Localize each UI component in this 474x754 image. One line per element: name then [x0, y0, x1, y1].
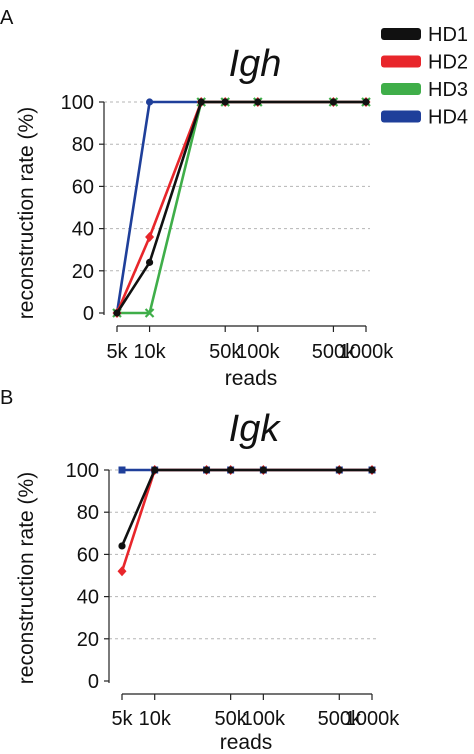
- panel-a-series-line-hd1: [115, 100, 366, 314]
- panel-b-point-hd1: [118, 542, 126, 550]
- panel-a-x-tick-label: 10k: [133, 341, 166, 363]
- panel-a-y-tick-label: 100: [61, 92, 94, 114]
- panel-a-x-tick-label: 1000k: [339, 341, 394, 363]
- legend-item-hd1: HD1: [381, 24, 468, 46]
- legend-swatch: [381, 83, 421, 95]
- panel-a-y-tick-label: 0: [83, 303, 94, 325]
- panel-a-x-axis-label: reads: [225, 367, 278, 390]
- panel-a-point-hd1: [113, 309, 121, 317]
- panel-b-y-tick-label: 60: [77, 544, 99, 566]
- panel-b-y-tick-label: 20: [77, 629, 99, 651]
- panel-b-point-hd1: [368, 466, 376, 474]
- panel-a-y-tick-label: 60: [72, 176, 94, 198]
- legend-swatch: [381, 28, 421, 40]
- panel-a-label: A: [0, 7, 14, 29]
- panel-b-point-hd1: [259, 466, 267, 474]
- panel-b-x-tick-label: 10k: [139, 708, 172, 730]
- legend-label: HD1: [428, 24, 468, 46]
- panel-a-point-hd1: [145, 258, 154, 266]
- legend-label: HD4: [428, 107, 468, 129]
- panel-a-point-hd1: [254, 98, 262, 106]
- panel-a-y-tick-label: 80: [72, 134, 94, 156]
- panel-b-y-tick-label: 40: [77, 587, 99, 609]
- panel-b-point-hd4: [118, 466, 126, 474]
- panel-a-x-tick-label: 100k: [236, 341, 280, 363]
- panel-a-series: [112, 97, 371, 318]
- panel-a-y-axis-label: reconstruction rate (%): [15, 107, 38, 319]
- panel-a-series-hd3: [112, 97, 371, 318]
- panel-a-grid: [104, 101, 370, 272]
- panel-b-x-tick-label: 500k: [318, 708, 362, 730]
- panel-b-point-hd2: [117, 566, 127, 577]
- panel-a-series-line-hd3: [117, 100, 366, 315]
- panel-a-y-tick-label: 40: [72, 219, 94, 241]
- panel-b-series: [117, 465, 377, 577]
- panel-b-x-tick-label: 1000k: [345, 708, 400, 730]
- panel-a-point-hd2: [145, 232, 155, 243]
- panel-b-point-hd1: [151, 466, 159, 474]
- panel-b-series-line-hd1: [120, 468, 372, 547]
- panel-b-series-hd2: [117, 465, 377, 577]
- legend-item-hd2: HD2: [381, 52, 468, 74]
- panel-b-x-tick-label: 100k: [242, 708, 286, 730]
- legend-item-hd3: HD3: [381, 79, 468, 101]
- panel-a-y-ticks: 0 20 40 60 80 100: [61, 92, 104, 325]
- panel-a-x-tick-label: 5k: [106, 341, 128, 363]
- panel-b-point-hd1: [202, 466, 211, 474]
- panel-a-series-hd2: [112, 97, 371, 318]
- panel-a-point-hd1: [362, 98, 370, 106]
- panel-b-x-tick-label: 5k: [111, 708, 133, 730]
- panel-b-x-tick-label: 50k: [215, 708, 248, 730]
- legend-item-hd4: HD4: [381, 107, 468, 129]
- panel-b-y-axis-label: reconstruction rate (%): [15, 472, 38, 684]
- panel-b-series-hd1: [118, 466, 376, 550]
- panel-a-title: Igh: [229, 43, 282, 85]
- panel-b-series-line-hd2: [120, 468, 372, 572]
- panel-b-axes: [108, 470, 372, 695]
- panel-a-point-hd1: [197, 98, 205, 106]
- panel-a-x-tick-label: 500k: [312, 341, 356, 363]
- panel-a-point-hd1: [329, 98, 338, 106]
- panel-b-point-hd1: [227, 466, 235, 474]
- panel-a-axes: [103, 102, 366, 327]
- panel-a-point-hd3: [144, 308, 155, 318]
- legend: HD1 HD2 HD3 HD4: [381, 24, 468, 129]
- panel-b-title: Igk: [229, 408, 282, 450]
- panel-b-y-tick-label: 100: [66, 460, 99, 482]
- legend-swatch: [381, 110, 421, 123]
- panel-a-series-line-hd4: [115, 100, 366, 314]
- panel-a-series-hd4: [113, 98, 370, 317]
- panel-b-y-tick-label: 0: [88, 671, 99, 693]
- panel-b-y-ticks: 0 20 40 60 80 100: [66, 460, 109, 693]
- panel-a-series-line-hd2: [115, 100, 366, 314]
- panel-b-label: B: [0, 387, 13, 409]
- panel-b-x-axis-label: reads: [220, 731, 273, 754]
- panel-b-y-tick-label: 80: [77, 502, 99, 524]
- panel-b-grid: [109, 469, 376, 640]
- panel-a-series-hd1: [113, 98, 370, 317]
- panel-a-point-hd4: [145, 98, 154, 106]
- legend-swatch: [381, 55, 421, 68]
- panel-a-point-hd1: [221, 98, 229, 106]
- legend-label: HD3: [428, 79, 468, 101]
- panel-a-x-tick-label: 50k: [209, 341, 242, 363]
- panel-b-point-hd1: [335, 466, 343, 474]
- panel-a-y-tick-label: 20: [72, 261, 94, 283]
- legend-label: HD2: [428, 52, 468, 74]
